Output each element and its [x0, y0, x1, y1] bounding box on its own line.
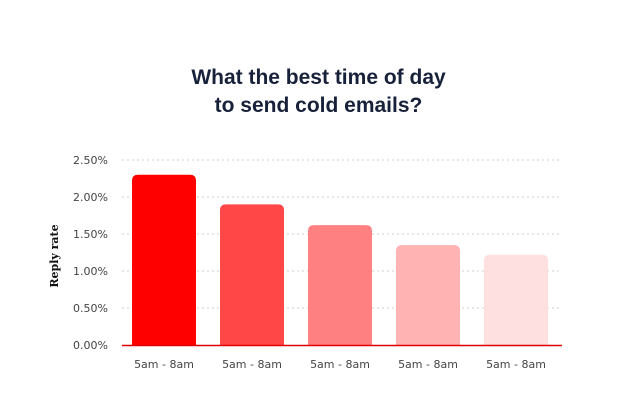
chart-title: What the best time of day to send cold e… — [0, 64, 637, 120]
x-tick-label: 5am - 8am — [486, 358, 546, 371]
bars — [132, 174, 548, 345]
chart-title-line-2: to send cold emails? — [214, 94, 423, 117]
y-tick-label: 0.50% — [73, 302, 108, 315]
bar — [484, 254, 548, 345]
bar — [308, 225, 372, 345]
bar — [220, 204, 284, 345]
chart-title-line-1: What the best time of day — [191, 66, 446, 89]
y-axis-label: Reply rate — [48, 224, 61, 287]
y-tick-labels: 0.00% 0.50% 1.00% 1.50% 2.00% 2.50% — [73, 154, 108, 352]
x-tick-label: 5am - 8am — [222, 358, 282, 371]
bar — [396, 245, 460, 345]
x-tick-label: 5am - 8am — [310, 358, 370, 371]
x-tick-label: 5am - 8am — [134, 358, 194, 371]
bar — [132, 174, 196, 345]
y-tick-label: 2.00% — [73, 191, 108, 204]
x-tick-labels: 5am - 8am 5am - 8am 5am - 8am 5am - 8am 5am … — [134, 358, 546, 371]
y-tick-label: 1.50% — [73, 228, 108, 241]
y-tick-label: 0.00% — [73, 339, 108, 352]
y-tick-label: 2.50% — [73, 154, 108, 167]
x-tick-label: 5am - 8am — [398, 358, 458, 371]
y-tick-label: 1.00% — [73, 265, 108, 278]
